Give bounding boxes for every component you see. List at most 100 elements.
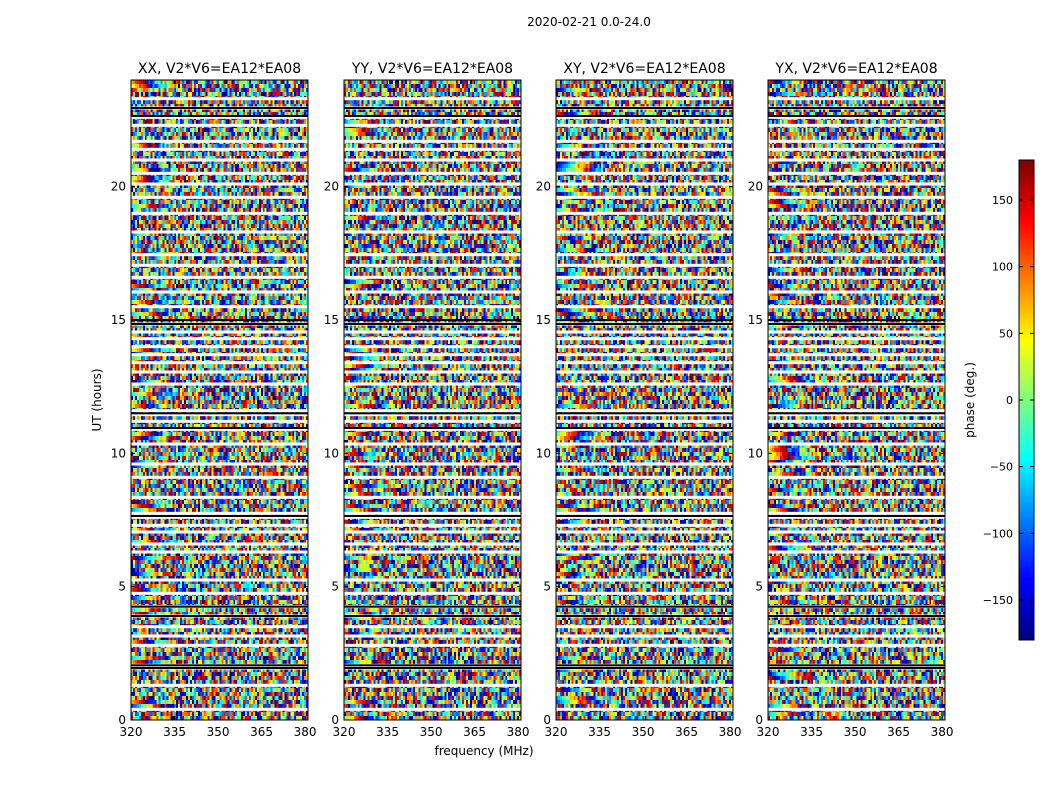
flagged-gap bbox=[768, 530, 945, 534]
flagged-gap bbox=[344, 542, 521, 546]
flagged-gap bbox=[131, 382, 308, 386]
flagged-gap bbox=[344, 337, 521, 341]
separator-line bbox=[131, 319, 308, 321]
flagged-gap bbox=[131, 591, 308, 595]
separator-line bbox=[556, 515, 733, 517]
x-tick-label: 365 bbox=[887, 725, 910, 739]
flagged-gap bbox=[556, 182, 733, 186]
flagged-gap bbox=[344, 147, 521, 151]
flagged-gap bbox=[768, 139, 945, 143]
flagged-gap bbox=[344, 361, 521, 365]
separator-line bbox=[556, 605, 733, 608]
separator-line bbox=[344, 323, 521, 325]
separator-line bbox=[131, 412, 308, 415]
flagged-gap bbox=[556, 171, 733, 175]
flagged-gap bbox=[131, 683, 308, 687]
flagged-gap bbox=[344, 115, 521, 119]
flagged-gap bbox=[344, 409, 521, 413]
flagged-gap bbox=[768, 542, 945, 546]
panel-title: YY, V2*V6=EA12*EA08 bbox=[351, 61, 513, 77]
panel-frame bbox=[767, 79, 946, 721]
separator-line bbox=[344, 319, 521, 321]
x-tick-label: 320 bbox=[545, 725, 568, 739]
flagged-gap bbox=[131, 542, 308, 546]
separator-line bbox=[768, 323, 945, 325]
x-tick-label: 380 bbox=[931, 725, 954, 739]
flagged-gap bbox=[768, 263, 945, 267]
separator-line bbox=[131, 515, 308, 517]
flagged-gap bbox=[768, 158, 945, 162]
flagged-gap bbox=[556, 413, 733, 417]
x-tick-label: 350 bbox=[844, 725, 867, 739]
flagged-gap bbox=[768, 511, 945, 515]
flagged-gap bbox=[556, 625, 733, 629]
panels: XX, V2*V6=EA12*EA08 320 335 350 365 380 0 5 10 15… bbox=[111, 61, 954, 739]
separator-line bbox=[556, 427, 733, 429]
separator-line bbox=[768, 412, 945, 415]
y-tick-label: 15 bbox=[324, 313, 339, 327]
colorbar-label: phase (deg.) bbox=[963, 362, 977, 438]
flagged-gap bbox=[131, 523, 308, 527]
y-tick-label: 10 bbox=[324, 446, 339, 460]
flagged-gap bbox=[344, 591, 521, 595]
flagged-gap bbox=[556, 305, 733, 309]
flagged-gap bbox=[344, 578, 521, 582]
flagged-gap bbox=[768, 413, 945, 417]
flagged-gap bbox=[131, 550, 308, 554]
flagged-gap bbox=[556, 370, 733, 374]
x-tick-label: 335 bbox=[163, 725, 186, 739]
flagged-gap bbox=[556, 147, 733, 151]
flagged-gap bbox=[556, 707, 733, 711]
flagged-gap bbox=[556, 345, 733, 349]
flagged-gap bbox=[556, 158, 733, 162]
panel-frame bbox=[130, 79, 309, 721]
flagged-gap bbox=[768, 230, 945, 234]
flagged-gap bbox=[768, 643, 945, 647]
flagged-gap bbox=[131, 353, 308, 357]
flagged-gap bbox=[556, 290, 733, 294]
flagged-gap bbox=[344, 275, 521, 279]
separator-line bbox=[768, 515, 945, 517]
flagged-gap bbox=[344, 515, 521, 519]
x-tick-label: 365 bbox=[463, 725, 486, 739]
separator-line bbox=[768, 115, 945, 117]
y-tick-label: 10 bbox=[536, 446, 551, 460]
flagged-gap bbox=[344, 523, 521, 527]
separator-line bbox=[344, 107, 521, 109]
separator-line bbox=[768, 605, 945, 608]
flagged-gap bbox=[768, 337, 945, 341]
separator-line bbox=[131, 615, 308, 617]
separator-line bbox=[131, 107, 308, 109]
x-tick-label: 365 bbox=[250, 725, 273, 739]
separator-line bbox=[344, 412, 521, 415]
y-tick-label: 0 bbox=[755, 713, 763, 727]
y-tick-label: 20 bbox=[536, 180, 551, 194]
flagged-gap bbox=[131, 253, 308, 257]
x-axis-label: frequency (MHz) bbox=[434, 744, 533, 758]
flagged-gap bbox=[768, 123, 945, 127]
flagged-gap bbox=[344, 625, 521, 629]
separator-line bbox=[556, 664, 733, 667]
flagged-gap bbox=[768, 683, 945, 687]
separator-line bbox=[556, 319, 733, 321]
x-tick-label: 350 bbox=[632, 725, 655, 739]
flagged-gap bbox=[768, 495, 945, 499]
flagged-gap bbox=[556, 97, 733, 101]
flagged-gap bbox=[768, 171, 945, 175]
separator-line bbox=[344, 427, 521, 429]
flagged-gap bbox=[131, 578, 308, 582]
separator-line bbox=[344, 115, 521, 117]
flagged-gap bbox=[131, 643, 308, 647]
flagged-gap bbox=[556, 523, 733, 527]
flagged-gap bbox=[131, 275, 308, 279]
flagged-gap bbox=[768, 182, 945, 186]
colorbar-tick-label: −50 bbox=[990, 461, 1013, 474]
x-tick-label: 335 bbox=[376, 725, 399, 739]
flagged-gap bbox=[768, 462, 945, 466]
flagged-gap bbox=[768, 97, 945, 101]
flagged-gap bbox=[556, 419, 733, 423]
separator-line bbox=[556, 323, 733, 325]
flagged-gap bbox=[131, 475, 308, 479]
flagged-gap bbox=[131, 139, 308, 143]
